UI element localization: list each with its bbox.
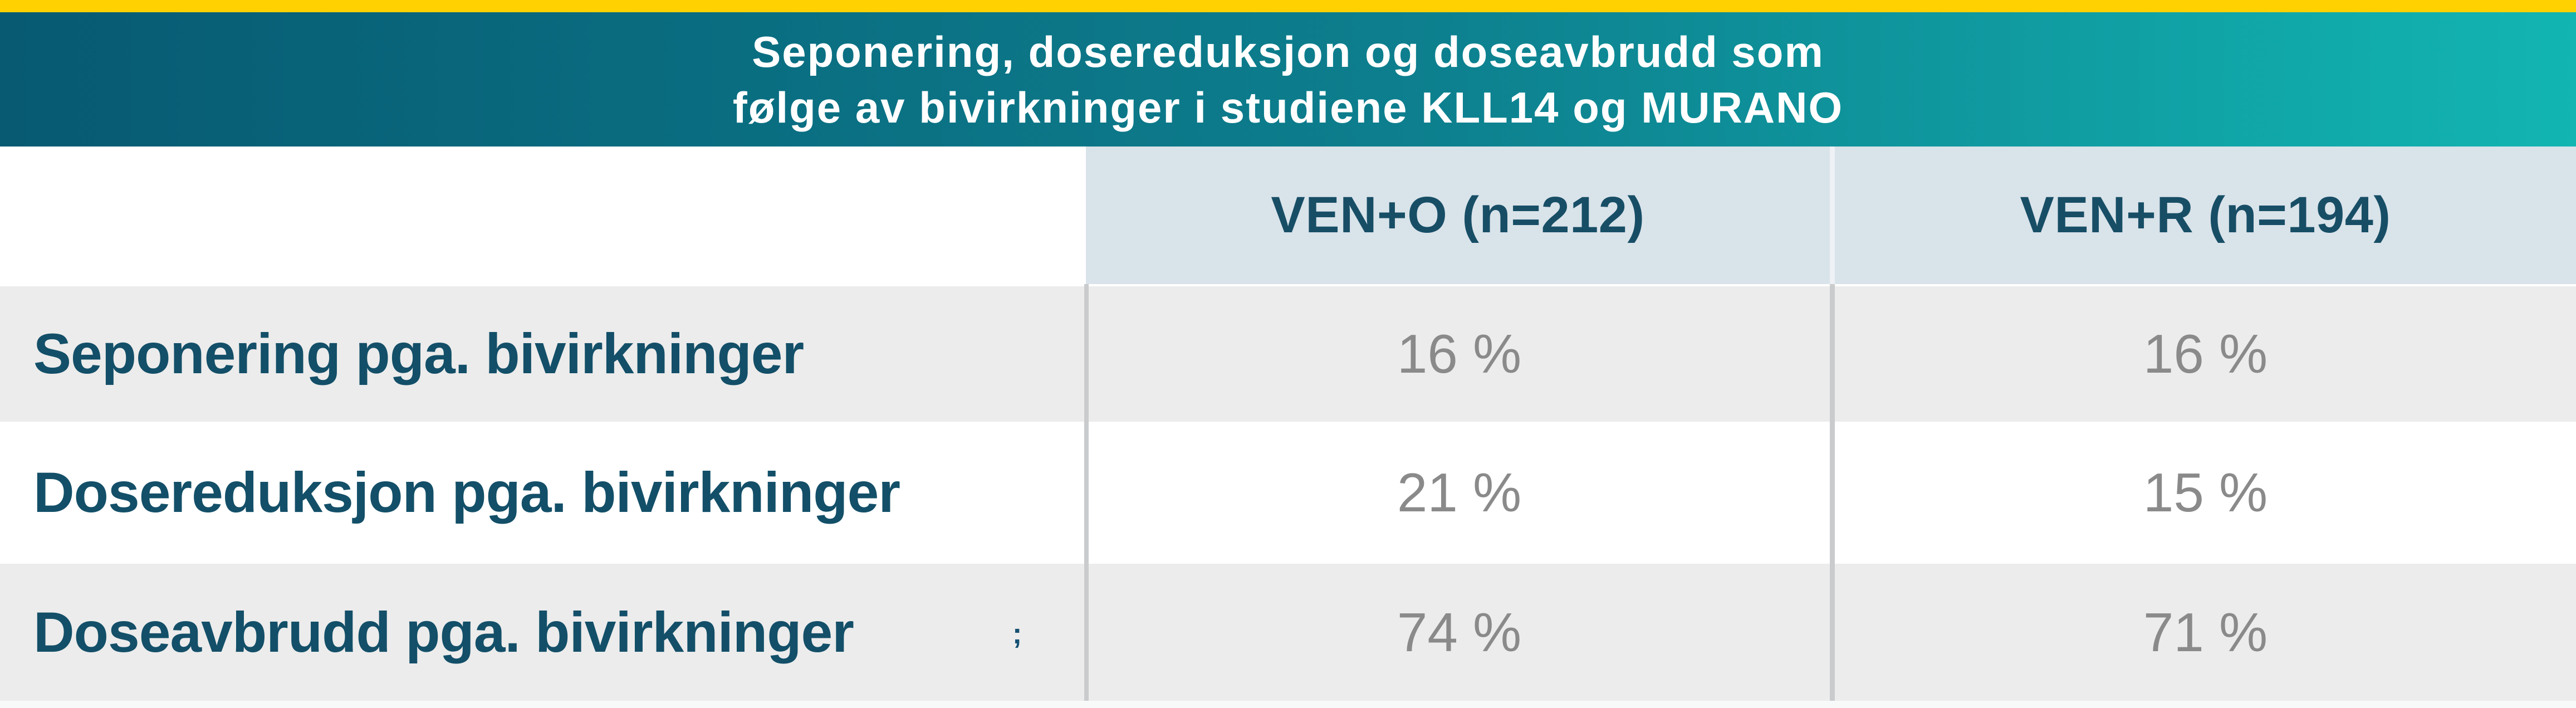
label-column-divider-line bbox=[1084, 284, 1089, 708]
footnote-marker: ; bbox=[1012, 618, 1022, 650]
table-row-doseavbrudd: Doseavbrudd pga. bivirkninger 74 % 71 % bbox=[0, 564, 2576, 701]
row-label-seponering: Seponering pga. bivirkninger bbox=[33, 322, 804, 385]
table-row-dosereduksjon: Dosereduksjon pga. bivirkninger 21 % 15 … bbox=[0, 424, 2576, 561]
value-doseavbrudd-ven-r: 71 % bbox=[2143, 601, 2268, 663]
value-doseavbrudd-ven-o: 74 % bbox=[1397, 601, 1522, 663]
column-header-ven-r-label: VEN+R (n=194) bbox=[2020, 187, 2391, 243]
row-label-dosereduksjon: Dosereduksjon pga. bivirkninger bbox=[33, 461, 900, 524]
column-header-ven-r: VEN+R (n=194) bbox=[1835, 147, 2576, 284]
table-row-seponering: Seponering pga. bivirkninger 16 % 16 % bbox=[0, 286, 2576, 422]
value-seponering-ven-o: 16 % bbox=[1397, 323, 1522, 384]
column-header-divider bbox=[1830, 147, 1835, 284]
value-dosereduksjon-ven-r: 15 % bbox=[2143, 462, 2268, 523]
column-header-ven-o: VEN+O (n=212) bbox=[1086, 147, 1830, 284]
bottom-margin-strip bbox=[0, 701, 2576, 708]
data-column-divider-line bbox=[1830, 284, 1835, 708]
title-line-2: følge av bivirkninger i studiene KLL14 o… bbox=[732, 82, 1844, 132]
yellow-accent-bar bbox=[0, 0, 2576, 12]
row-label-doseavbrudd: Doseavbrudd pga. bivirkninger bbox=[33, 600, 854, 664]
title-line-1: Seponering, dosereduksjon og doseavbrudd… bbox=[752, 27, 1824, 76]
title-banner: Seponering, dosereduksjon og doseavbrudd… bbox=[0, 12, 2576, 147]
value-seponering-ven-r: 16 % bbox=[2143, 323, 2268, 384]
column-header-ven-o-label: VEN+O (n=212) bbox=[1271, 187, 1645, 243]
value-dosereduksjon-ven-o: 21 % bbox=[1397, 462, 1522, 523]
